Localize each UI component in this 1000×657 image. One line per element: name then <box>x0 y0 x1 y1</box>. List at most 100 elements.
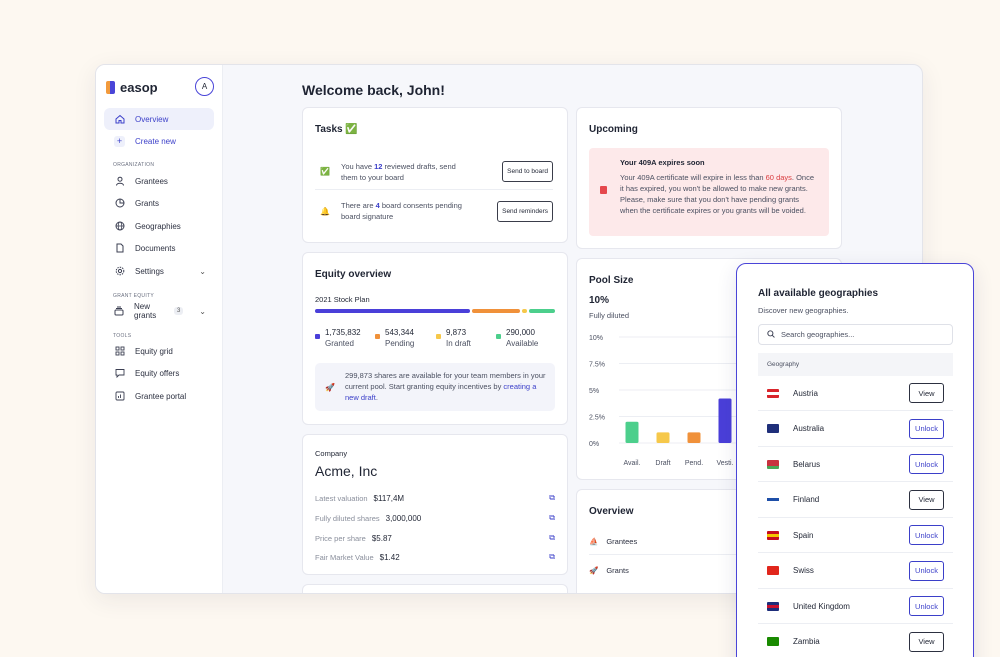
y-tick-label: 2.5% <box>589 415 605 422</box>
page-title: Welcome back, John! <box>302 82 445 98</box>
company-row: Price per share $5.87 ⧉ <box>315 533 555 543</box>
overview-label: Grantees <box>606 537 638 546</box>
legend-swatch <box>375 334 380 339</box>
overview-row-grants[interactable]: 🚀 Grants <box>589 566 629 575</box>
flag-icon <box>767 530 779 540</box>
stock-bar-segment <box>471 309 521 313</box>
country-name: Austria <box>793 388 818 398</box>
copy-icon[interactable]: ⧉ <box>549 493 555 502</box>
pie-chart-icon <box>114 198 125 209</box>
section-label-tools: Tools <box>113 333 132 339</box>
chart-icon <box>114 391 125 402</box>
section-label-grant-equity: Grant equity <box>113 293 155 299</box>
unlock-button[interactable]: Unlock <box>909 525 944 545</box>
row-value: $1.42 <box>379 552 400 562</box>
upcoming-title: Upcoming <box>589 124 638 135</box>
task-row: 🔔 There are 4 board consents pending boa… <box>315 193 553 229</box>
legend-swatch <box>436 334 441 339</box>
view-button[interactable]: View <box>909 489 944 510</box>
rocket-icon: 🚀 <box>589 566 599 575</box>
gear-icon <box>114 266 125 277</box>
sidebar-item-grants[interactable]: Grants <box>104 192 214 214</box>
sidebar-item-equity-offers[interactable]: Equity offers <box>104 362 214 384</box>
country-name: Zambia <box>793 637 820 646</box>
table-row: Austria View <box>758 376 953 411</box>
stack-icon <box>114 306 124 317</box>
geographies-title: All available geographies <box>758 288 879 299</box>
count-badge: 3 <box>173 307 184 315</box>
legend-label: In draft <box>446 339 471 348</box>
info-end: . <box>375 393 378 402</box>
unlock-button[interactable]: Unlock <box>909 596 944 616</box>
flag-icon <box>767 388 779 398</box>
bar-avail <box>625 421 639 443</box>
table-row: Zambia View <box>758 625 953 657</box>
logo-mark-icon <box>106 81 115 94</box>
message-icon <box>114 368 125 379</box>
flag-icon <box>767 566 779 575</box>
copy-icon[interactable]: ⧉ <box>549 552 555 561</box>
country-name: Australia <box>793 424 825 433</box>
rocket-icon: 🚀 <box>325 383 335 392</box>
divider <box>589 554 829 555</box>
copy-icon[interactable]: ⧉ <box>549 513 555 522</box>
section-label-organization: Organization <box>113 162 155 168</box>
pool-title: Pool Size <box>589 275 634 286</box>
brand-logo[interactable]: easop <box>106 80 158 95</box>
sidebar-item-new-grants[interactable]: New grants 3 ⌄ <box>104 300 214 322</box>
chevron-down-icon: ⌄ <box>199 306 206 316</box>
avatar[interactable]: A <box>195 77 214 96</box>
sidebar-item-geographies[interactable]: Geographies <box>104 215 214 237</box>
grid-icon <box>114 346 125 357</box>
country-name: Swiss <box>793 566 814 575</box>
pool-percent: 10% <box>589 295 610 306</box>
sidebar-item-equity-grid[interactable]: Equity grid <box>104 340 214 362</box>
send-to-board-button[interactable]: Send to board <box>502 161 553 182</box>
country-name: Finland <box>793 495 820 504</box>
table-row: United Kingdom Unlock <box>758 589 953 624</box>
sidebar-item-settings[interactable]: Settings ⌄ <box>104 260 214 282</box>
sidebar-item-documents[interactable]: Documents <box>104 237 214 259</box>
unlock-button[interactable]: Unlock <box>909 418 944 439</box>
create-draft-link[interactable]: creating a new draft <box>345 382 537 402</box>
row-value: $5.87 <box>371 533 392 543</box>
overview-title: Overview <box>589 506 634 517</box>
alert-title: Your 409A expires soon <box>620 158 705 167</box>
task-row: ✅ You have 12 reviewed drafts, send them… <box>315 154 553 190</box>
search-input[interactable]: Search geographies... <box>758 324 953 345</box>
view-button[interactable]: View <box>909 631 944 652</box>
x-tick-label: Pend. <box>685 460 703 467</box>
unlock-button[interactable]: Unlock <box>909 560 944 581</box>
sidebar-item-label: Grants <box>135 198 160 208</box>
y-tick-label: 5% <box>589 388 599 395</box>
row-label: Fully diluted shares <box>315 513 380 523</box>
unlock-button[interactable]: Unlock <box>909 454 944 474</box>
send-reminders-button[interactable]: Send reminders <box>497 200 553 222</box>
flag-icon <box>767 424 779 433</box>
row-label: Fair Market Value <box>315 552 374 562</box>
sidebar-item-grantees[interactable]: Grantees <box>104 170 214 192</box>
pool-info-box: 🚀 299,873 shares are available for your … <box>315 363 555 411</box>
stock-bar-segment <box>315 309 470 313</box>
copy-icon[interactable]: ⧉ <box>549 533 555 542</box>
y-tick-label: 10% <box>589 335 603 342</box>
document-icon <box>114 243 125 254</box>
company-card: Company Acme, Inc Latest valuation $117,… <box>302 434 568 575</box>
view-button[interactable]: View <box>909 383 944 403</box>
sidebar-item-create-new[interactable]: + Create new <box>104 130 214 152</box>
geographies-subtitle: Discover new geographies. <box>758 306 849 315</box>
sidebar-item-grantee-portal[interactable]: Grantee portal <box>104 385 214 407</box>
sidebar-item-overview[interactable]: Overview <box>104 108 214 130</box>
legend-value: 290,000 <box>506 328 535 337</box>
user-icon <box>114 176 125 187</box>
legend-value: 543,344 <box>385 328 414 337</box>
legend-available: 290,000 Available <box>496 327 538 349</box>
overview-row-grantees[interactable]: ⛵ Grantees <box>589 537 637 546</box>
sidebar-item-label: Create new <box>135 136 176 146</box>
stock-bar-segment <box>529 309 555 313</box>
sailboat-icon: ⛵ <box>589 537 599 546</box>
row-value: 3,000,000 <box>385 513 422 523</box>
sidebar-item-label: Documents <box>135 243 176 253</box>
sidebar-item-label: Overview <box>135 114 169 124</box>
equity-overview-card: Equity overview 2021 Stock Plan 1,735,83… <box>302 252 568 425</box>
